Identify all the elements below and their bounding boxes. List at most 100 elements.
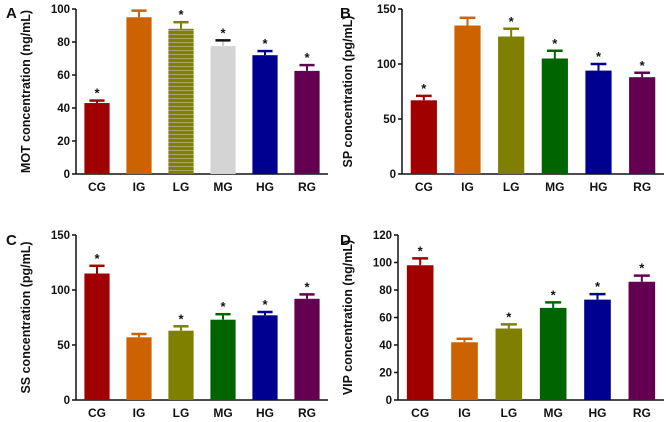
bar-mg (541, 58, 568, 174)
bar-mg (210, 319, 236, 400)
significance-marker: * (509, 14, 515, 29)
y-axis-label: VIP concentration (ng/mL) (341, 240, 355, 395)
x-tick-label: LG (503, 180, 520, 194)
bar-cg (410, 100, 437, 174)
panel-label: B (340, 5, 351, 22)
significance-marker: * (304, 50, 310, 65)
panel-label: A (6, 5, 17, 22)
x-tick-label: RG (298, 406, 316, 420)
bar-rg (294, 70, 320, 174)
significance-marker: * (178, 7, 184, 22)
significance-marker: * (94, 251, 100, 266)
significance-marker: * (506, 309, 512, 324)
y-tick-label: 50 (57, 340, 70, 352)
panel-a: A MOT concentration (ng/mL) 0 20 40 60 80 100 CG… (6, 4, 328, 194)
y-tick-label: 100 (51, 285, 70, 297)
bar-cg (84, 103, 110, 174)
x-tick-label: CG (88, 406, 106, 420)
x-tick-label: IG (133, 406, 146, 420)
y-tick-label: 0 (64, 169, 70, 181)
bar-hg (252, 55, 278, 175)
y-tick-label: 40 (379, 340, 392, 352)
bar-rg (629, 77, 656, 174)
y-tick-label: 40 (57, 103, 70, 115)
y-tick-label: 80 (57, 37, 70, 49)
x-tick-label: IG (458, 406, 471, 420)
panel-b: BSP concentration (pg/mL) 0 50 100 150 CG * IG L… (340, 4, 664, 194)
bar-ig (451, 342, 478, 400)
significance-marker: * (639, 261, 645, 276)
x-tick-label: CG (411, 406, 429, 420)
y-tick-label: 150 (51, 230, 70, 242)
x-tick-label: CG (415, 180, 433, 194)
y-tick-label: 20 (379, 368, 392, 380)
x-tick-label: CG (88, 180, 106, 194)
bar-lg (495, 328, 523, 400)
bar-lg (498, 36, 525, 174)
y-tick-label: 0 (390, 169, 396, 181)
y-tick-label: 100 (51, 4, 70, 16)
bar-rg (294, 298, 320, 400)
y-tick-label: 60 (379, 313, 392, 325)
y-tick-label: 0 (64, 395, 70, 407)
y-tick-label: 100 (373, 258, 392, 270)
x-tick-label: MG (545, 180, 564, 194)
significance-marker: * (262, 297, 268, 312)
bar-mg (210, 46, 236, 174)
panel-c: CSS concentration (pg/mL) 0 50 100 150 CG * IG L… (6, 230, 328, 420)
panel-label: C (6, 232, 17, 249)
y-tick-label: 80 (379, 285, 392, 297)
significance-marker: * (94, 86, 100, 101)
y-axis-label: SS concentration (pg/mL) (19, 241, 33, 393)
y-tick-label: 150 (377, 4, 396, 16)
x-tick-label: LG (173, 406, 190, 420)
significance-marker: * (418, 243, 424, 258)
bar-cg (406, 265, 434, 400)
x-tick-label: HG (589, 406, 607, 420)
x-tick-label: RG (633, 406, 651, 420)
x-tick-label: RG (633, 180, 651, 194)
significance-marker: * (262, 36, 268, 51)
x-tick-label: IG (461, 180, 474, 194)
x-tick-label: LG (173, 180, 190, 194)
significance-marker: * (421, 81, 427, 96)
x-tick-label: RG (298, 180, 316, 194)
y-tick-label: 100 (377, 59, 396, 71)
bar-ig (126, 337, 152, 400)
significance-marker: * (220, 299, 226, 314)
x-tick-label: MG (213, 180, 232, 194)
x-tick-label: LG (500, 406, 517, 420)
y-tick-label: 60 (57, 70, 70, 82)
y-tick-label: 0 (386, 395, 392, 407)
x-tick-label: HG (256, 180, 274, 194)
x-tick-label: MG (213, 406, 232, 420)
significance-marker: * (178, 311, 184, 326)
bar-hg (252, 315, 278, 400)
bar-lg (168, 330, 194, 400)
x-tick-label: IG (133, 180, 146, 194)
bar-cg (84, 273, 110, 400)
x-tick-label: HG (590, 180, 608, 194)
bar-ig (126, 17, 152, 174)
significance-marker: * (596, 49, 602, 64)
bar-lg (168, 28, 194, 174)
significance-marker: * (595, 279, 601, 294)
x-tick-label: MG (543, 406, 562, 420)
y-axis-label: SP concentration (pg/mL) (341, 16, 355, 168)
significance-marker: * (640, 58, 646, 73)
significance-marker: * (220, 25, 226, 40)
panel-label: D (340, 232, 351, 249)
y-axis-label: MOT concentration (ng/mL) (19, 10, 33, 173)
bar-rg (628, 281, 656, 400)
significance-marker: * (552, 36, 558, 51)
x-tick-label: HG (256, 406, 274, 420)
y-tick-label: 20 (57, 136, 70, 148)
significance-marker: * (551, 287, 557, 302)
significance-marker: * (304, 279, 310, 294)
bar-hg (585, 70, 612, 174)
bar-hg (584, 299, 611, 400)
bar-mg (539, 307, 567, 400)
y-tick-label: 120 (373, 230, 392, 242)
